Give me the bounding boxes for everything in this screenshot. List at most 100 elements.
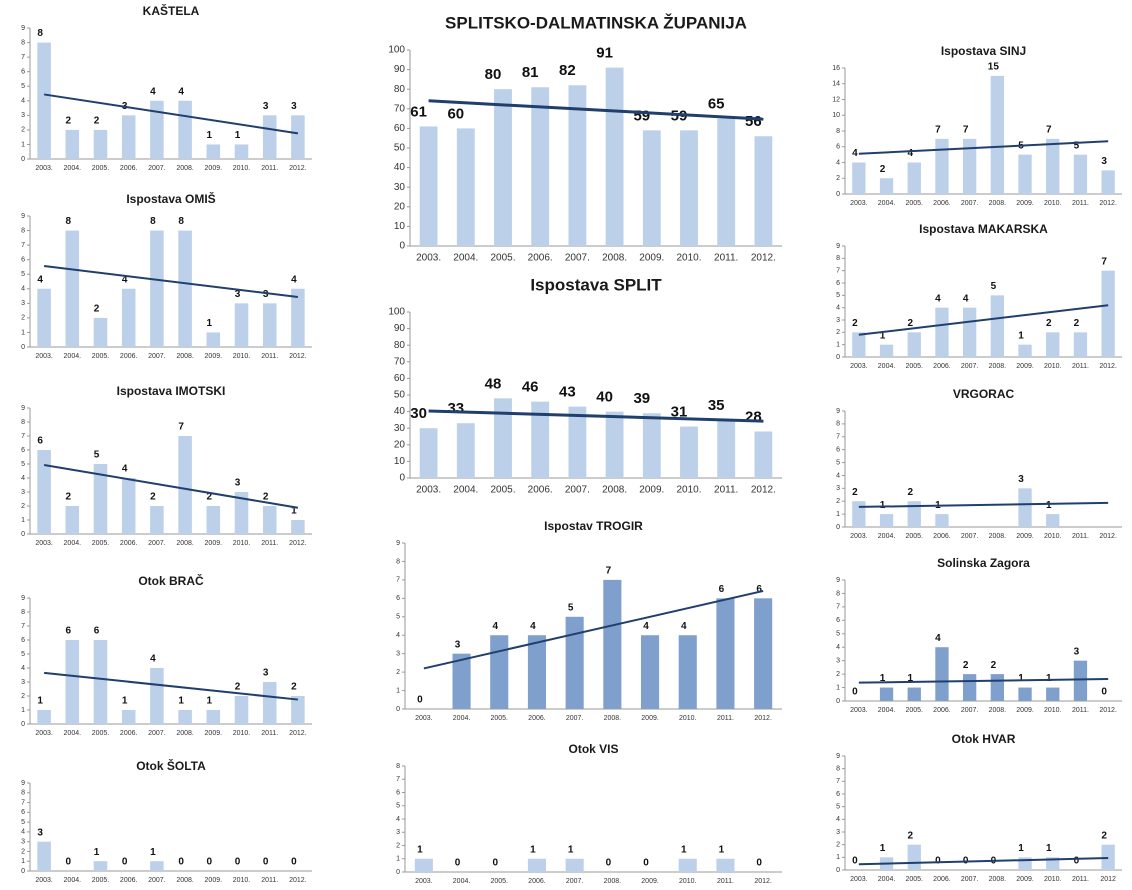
y-tick-label: 6 xyxy=(396,789,400,796)
value-label: 2 xyxy=(852,487,858,498)
y-tick-label: 2 xyxy=(396,842,400,849)
bar xyxy=(178,100,192,159)
y-tick-label: 3 xyxy=(836,829,840,836)
value-label: 43 xyxy=(559,384,576,401)
bar xyxy=(605,67,624,246)
y-tick-label: 100 xyxy=(388,45,405,56)
bar xyxy=(93,861,108,871)
x-tick-label: 2004. xyxy=(453,878,471,885)
y-tick-label: 7 xyxy=(21,242,25,249)
x-tick-label: 2012. xyxy=(289,540,307,547)
x-tick-label: 2012. xyxy=(754,878,772,885)
bar xyxy=(178,436,192,534)
trend-line xyxy=(858,857,1109,866)
x-tick-label: 2009. xyxy=(205,353,223,360)
x-tick-label: 2006. xyxy=(528,253,553,264)
bar xyxy=(680,426,698,478)
value-label: 0 xyxy=(935,856,941,867)
x-tick-label: 2006. xyxy=(933,876,951,883)
value-label: 7 xyxy=(1046,125,1052,136)
trend-line xyxy=(428,409,764,423)
bar xyxy=(37,288,51,347)
y-tick-label: 2 xyxy=(21,127,25,134)
x-tick-label: 2009. xyxy=(1016,363,1034,370)
x-tick-label: 2011. xyxy=(717,878,734,885)
y-tick-label: 5 xyxy=(21,819,25,826)
value-label: 4 xyxy=(935,633,941,644)
bar xyxy=(121,710,136,724)
bar xyxy=(206,332,221,347)
y-tick-label: 4 xyxy=(21,98,25,105)
x-tick-label: 2007. xyxy=(961,533,979,540)
x-tick-label: 2007. xyxy=(566,878,584,885)
x-tick-label: 2007. xyxy=(148,540,166,547)
value-label: 0 xyxy=(207,857,213,868)
y-tick-label: 7 xyxy=(396,577,400,584)
y-tick-label: 2 xyxy=(836,842,840,849)
x-tick-label: 2006. xyxy=(120,353,138,360)
value-label: 7 xyxy=(963,125,969,136)
x-tick-label: 2003. xyxy=(35,353,53,360)
bar xyxy=(935,514,949,527)
value-label: 39 xyxy=(633,390,650,407)
x-tick-label: 2008. xyxy=(602,253,627,264)
y-tick-label: 5 xyxy=(836,631,840,638)
value-label: 6 xyxy=(37,436,43,447)
y-tick-label: 8 xyxy=(396,558,400,565)
x-tick-label: 2009. xyxy=(1016,707,1034,714)
bar xyxy=(852,332,866,357)
y-tick-label: 6 xyxy=(21,809,25,816)
chart-title: Otok VIS xyxy=(568,742,618,756)
x-tick-label: 2008. xyxy=(176,730,194,737)
x-tick-label: 2012 xyxy=(1100,876,1116,883)
x-tick-label: 2007. xyxy=(961,707,979,714)
y-tick-label: 0 xyxy=(836,191,840,198)
bar xyxy=(150,506,164,534)
x-tick-label: 2012. xyxy=(289,877,307,884)
chart-title: KAŠTELA xyxy=(143,3,200,18)
y-tick-label: 7 xyxy=(21,433,25,440)
y-tick-label: 1 xyxy=(836,511,840,518)
bar xyxy=(37,841,51,871)
y-tick-label: 8 xyxy=(21,227,25,234)
y-tick-label: 3 xyxy=(836,485,840,492)
x-tick-label: 2006. xyxy=(528,715,546,722)
x-tick-label: 2007. xyxy=(148,165,166,172)
y-tick-label: 4 xyxy=(21,286,25,293)
y-tick-label: 0 xyxy=(21,344,25,351)
trend-line xyxy=(858,140,1109,155)
value-label: 1 xyxy=(719,844,725,855)
bar xyxy=(605,411,624,478)
y-tick-label: 10 xyxy=(832,112,840,119)
value-label: 4 xyxy=(935,293,941,304)
value-label: 1 xyxy=(880,330,886,341)
value-label: 48 xyxy=(485,375,502,392)
x-tick-label: 2012. xyxy=(289,353,307,360)
value-label: 56 xyxy=(745,113,762,130)
x-tick-label: 2004. xyxy=(64,540,82,547)
y-tick-label: 0 xyxy=(396,869,400,876)
x-tick-label: 2010. xyxy=(1044,363,1062,370)
y-tick-label: 40 xyxy=(394,162,406,173)
y-tick-label: 1 xyxy=(396,856,400,863)
bar xyxy=(206,144,221,159)
x-tick-label: 2005. xyxy=(92,730,110,737)
x-tick-label: 2011. xyxy=(261,353,278,360)
y-tick-label: 5 xyxy=(396,803,400,810)
bar xyxy=(1073,154,1088,194)
bar xyxy=(990,674,1004,701)
y-tick-label: 8 xyxy=(836,590,840,597)
value-label: 8 xyxy=(37,28,43,39)
x-tick-label: 2011. xyxy=(261,540,278,547)
trend-line xyxy=(43,671,299,701)
y-tick-label: 7 xyxy=(836,434,840,441)
bar xyxy=(234,303,249,347)
x-tick-label: 2009. xyxy=(1016,200,1034,207)
x-tick-label: 2003. xyxy=(35,877,53,884)
value-label: 3 xyxy=(37,827,43,838)
bar xyxy=(206,506,221,534)
bar xyxy=(935,138,949,194)
x-tick-label: 2011. xyxy=(1072,363,1089,370)
value-label: 0 xyxy=(178,857,184,868)
y-tick-label: 7 xyxy=(21,799,25,806)
